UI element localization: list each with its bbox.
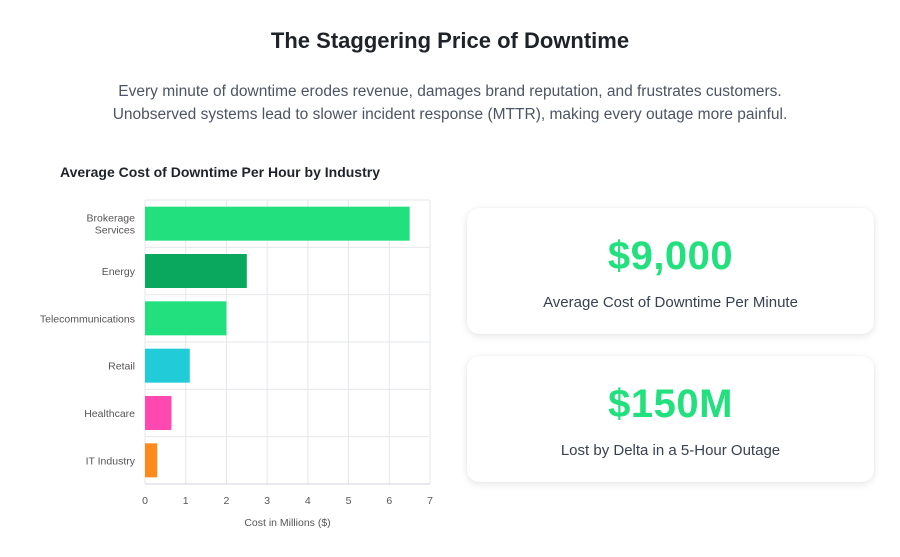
bar (145, 254, 247, 288)
category-label: Energy (102, 266, 136, 278)
bar (145, 348, 190, 383)
stat-card-per-minute: $9,000 Average Cost of Downtime Per Minu… (467, 208, 874, 334)
category-label: Telecommunications (40, 313, 135, 325)
x-tick-label: 4 (305, 495, 311, 507)
stat-value: $150M (608, 382, 733, 426)
bar (145, 443, 158, 478)
category-label: IT Industry (86, 455, 136, 467)
category-label: Retail (108, 361, 135, 373)
stat-label: Lost by Delta in a 5-Hour Outage (560, 442, 781, 459)
x-tick-label: 2 (224, 495, 230, 507)
stat-value: $9,000 (607, 234, 734, 278)
x-axis-label: Cost in Millions ($) (244, 517, 330, 529)
x-tick-label: 6 (386, 495, 392, 507)
page-title: The Staggering Price of Downtime (270, 28, 630, 53)
bar (145, 301, 227, 336)
stat-card-delta-outage: $150M Lost by Delta in a 5-Hour Outage (467, 356, 874, 482)
x-tick-label: 5 (346, 495, 352, 507)
category-label: Healthcare (84, 408, 135, 420)
bar (145, 206, 410, 241)
category-label: Brokerage Services (87, 213, 136, 237)
chart-title: Average Cost of Downtime Per Hour by Ind… (60, 164, 380, 180)
page-subtitle: Every minute of downtime erodes revenue,… (60, 80, 840, 126)
stat-label: Average Cost of Downtime Per Minute (543, 294, 798, 311)
downtime-cost-bar-chart: Brokerage Services Energy Telecommunication… (40, 199, 433, 529)
bar (145, 396, 172, 430)
x-tick-label: 3 (264, 495, 270, 507)
subtitle-line-1: Every minute of downtime erodes revenue,… (118, 83, 782, 100)
x-tick-label: 1 (183, 495, 189, 507)
x-tick-label: 0 (142, 495, 148, 507)
x-tick-label: 7 (427, 495, 433, 507)
subtitle-line-2: Unobserved systems lead to slower incide… (112, 106, 788, 123)
